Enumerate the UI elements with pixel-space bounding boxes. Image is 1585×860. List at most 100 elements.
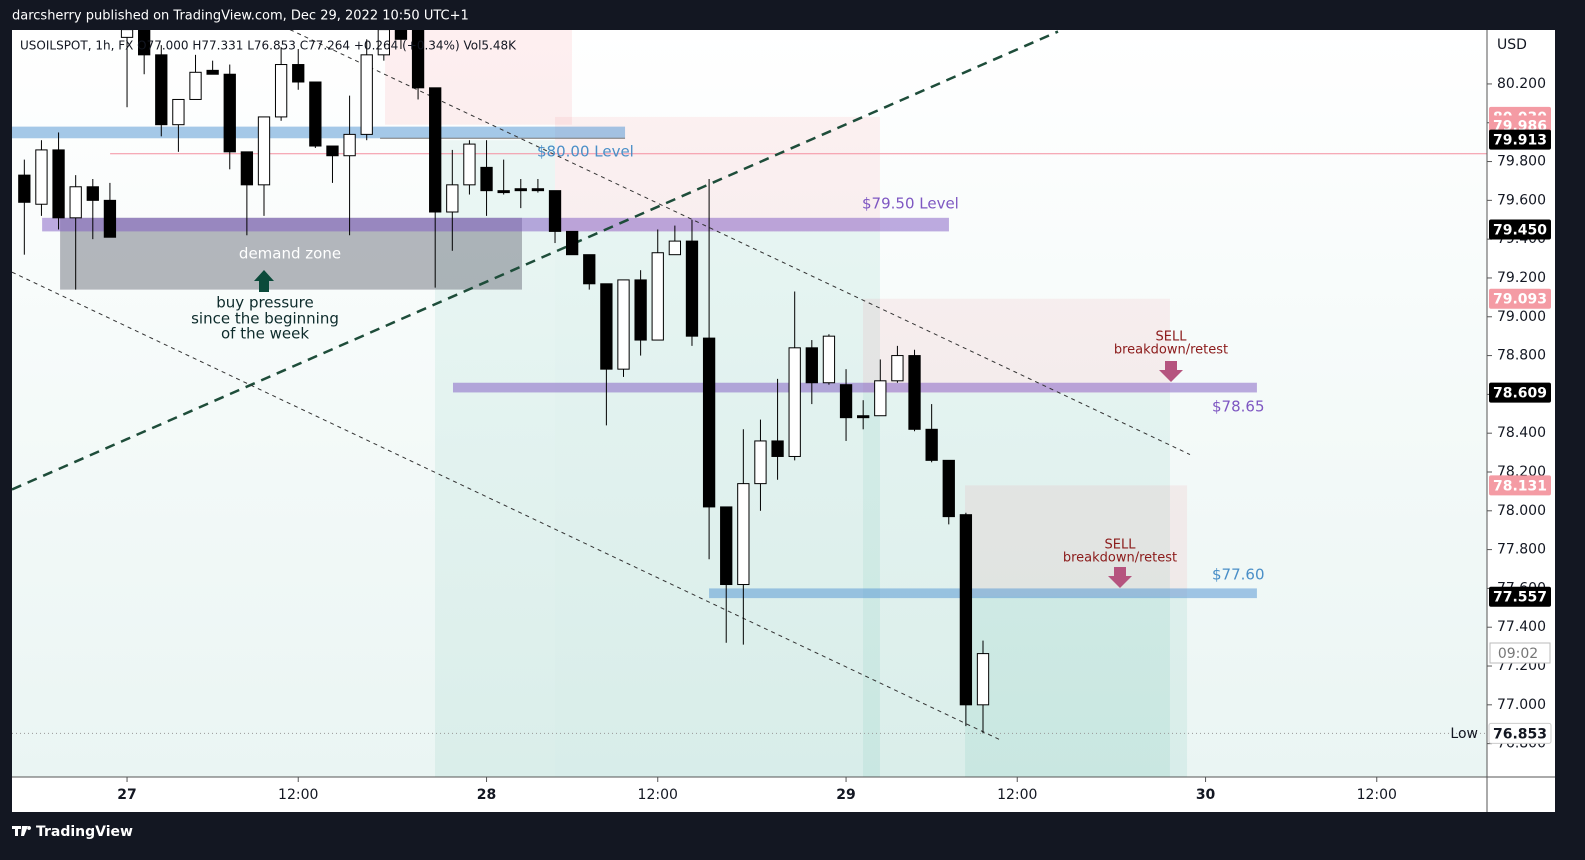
candle-body	[35, 149, 48, 205]
down-arrow	[1108, 567, 1132, 588]
candle-body	[497, 190, 510, 194]
y-tick-label: 78.800	[1497, 348, 1546, 364]
candle-body	[223, 73, 236, 153]
candle-body	[189, 71, 202, 100]
countdown-badge	[1489, 642, 1551, 664]
sell-note: breakdown/retest	[1114, 343, 1228, 358]
candle-body	[565, 230, 579, 256]
trend-line	[12, 30, 1059, 491]
candle-body	[634, 279, 647, 341]
drawings	[12, 30, 1487, 741]
candle-body	[942, 459, 955, 518]
level-label: $77.60	[1212, 566, 1265, 584]
price-badge-label: 76.853	[1493, 726, 1547, 742]
candle-body	[839, 384, 853, 419]
candle-body	[86, 186, 99, 201]
candle-body	[600, 283, 613, 370]
candle-body	[377, 30, 390, 56]
trend-line	[12, 271, 1001, 741]
price-badge	[1489, 219, 1551, 240]
x-tick-label: 30	[1196, 787, 1216, 803]
zone	[965, 485, 1188, 597]
candle-body	[18, 174, 31, 203]
candle-body	[309, 81, 322, 147]
candle-body	[805, 347, 818, 384]
candle-body	[274, 64, 288, 118]
candle-body	[172, 98, 185, 126]
y-tick-label: 79.600	[1497, 192, 1546, 208]
up-arrow	[254, 270, 274, 292]
zone	[452, 382, 1257, 393]
candle-body	[138, 30, 151, 56]
logo	[12, 826, 32, 836]
candle-body	[702, 337, 716, 508]
candle-body	[446, 184, 459, 213]
candle-body	[206, 69, 219, 75]
x-tick-label: 12:00	[1357, 787, 1397, 803]
candle-body	[326, 145, 339, 157]
candle-body	[155, 54, 168, 126]
candle-body	[120, 30, 134, 38]
price-badge	[1489, 129, 1551, 150]
y-tick-label: 78.000	[1497, 503, 1546, 519]
candle-body	[720, 506, 733, 586]
price-badge-label: 79.913	[1493, 133, 1547, 149]
candle-body	[685, 240, 699, 337]
x-tick-label: 12:00	[997, 787, 1037, 803]
price-badge	[1489, 382, 1551, 403]
y-tick-label: 77.400	[1497, 619, 1546, 635]
x-tick-label: 28	[477, 787, 496, 803]
candle-body	[959, 514, 973, 706]
candle-body	[822, 335, 836, 384]
countdown: 09:02	[1498, 646, 1538, 662]
plot-background	[12, 30, 1487, 777]
candle-body	[480, 166, 493, 192]
candle-body	[52, 149, 65, 219]
x-tick-label: 12:00	[638, 787, 678, 803]
note: since the beginning	[191, 310, 339, 328]
level-label: $80.00 Level	[537, 143, 634, 161]
trend-line	[289, 30, 1191, 455]
price-badge-label: 79.093	[1493, 292, 1547, 308]
price-badge	[1488, 722, 1552, 744]
brand: TradingView	[36, 824, 133, 840]
level-label: $78.65	[1212, 398, 1265, 416]
x-tick-label: 29	[836, 787, 855, 803]
symbol-line: USOILSPOT, 1h, FX O77.000 H77.331 L76.85…	[20, 39, 517, 53]
y-tick-label: 79.800	[1497, 154, 1546, 170]
candle-body	[514, 188, 527, 192]
down-arrow	[1159, 361, 1183, 382]
candle-body	[360, 54, 373, 135]
candle-body	[737, 483, 750, 586]
zone	[709, 588, 1257, 599]
y-tick-label: 79.200	[1497, 270, 1546, 286]
y-tick-label: 80.200	[1497, 76, 1546, 92]
candle-body	[343, 133, 356, 157]
annotations: USOILSPOT, 1h, FX O77.000 H77.331 L76.85…	[20, 39, 1478, 743]
candle-body	[788, 347, 801, 457]
sell-note: SELL	[1156, 330, 1188, 345]
candle-body	[617, 279, 630, 370]
candle-body	[69, 186, 82, 219]
currency: USD	[1497, 37, 1527, 53]
y-tick-label: 77.800	[1497, 542, 1546, 558]
note: buy pressure	[216, 294, 313, 312]
candle-body	[429, 87, 442, 213]
candle-body	[754, 440, 767, 485]
price-badge	[1489, 475, 1551, 496]
zone	[42, 217, 949, 232]
publisher: darcsherry published on TradingView.com,…	[12, 9, 469, 24]
x-tick-label: 12:00	[278, 787, 318, 803]
sell-note: breakdown/retest	[1063, 551, 1177, 566]
zone-label: demand zone	[239, 245, 341, 263]
candle-body	[103, 199, 117, 238]
candle-body	[411, 30, 425, 89]
candle-body	[976, 653, 990, 706]
level-label: $79.50 Level	[862, 195, 959, 213]
low-label: Low	[1450, 726, 1478, 742]
candle-body	[463, 143, 476, 186]
candle-body	[240, 151, 254, 186]
candle-body	[257, 116, 271, 186]
price-badge-label: 79.450	[1493, 222, 1547, 238]
candle-body	[651, 252, 664, 341]
